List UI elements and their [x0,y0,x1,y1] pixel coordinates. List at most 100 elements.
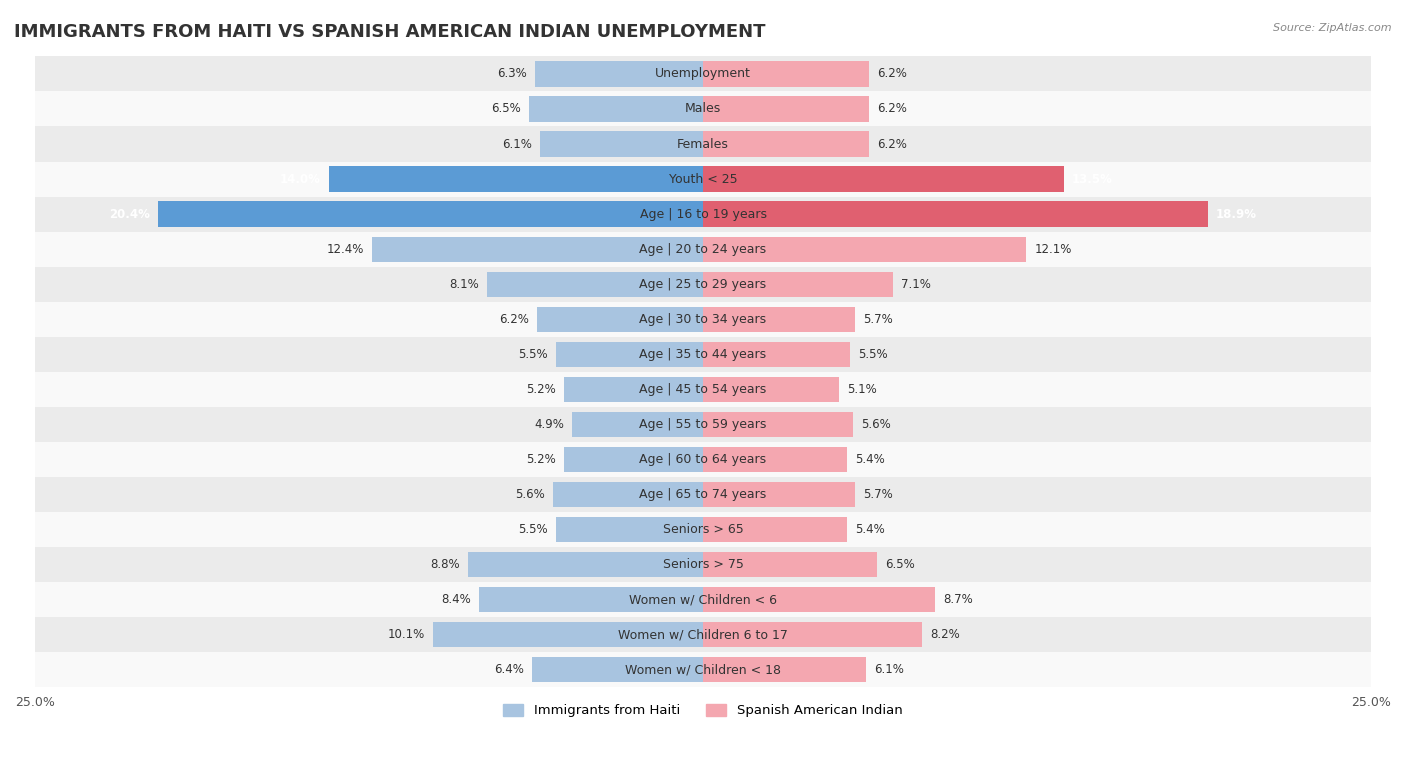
Bar [555,517,703,542]
Text: Youth < 25: Youth < 25 [669,173,737,185]
Bar [703,167,1064,192]
Text: 18.9%: 18.9% [1216,207,1257,220]
Bar [703,377,839,402]
Bar [703,587,935,612]
Text: 10.1%: 10.1% [388,628,425,641]
Text: IMMIGRANTS FROM HAITI VS SPANISH AMERICAN INDIAN UNEMPLOYMENT: IMMIGRANTS FROM HAITI VS SPANISH AMERICA… [14,23,765,41]
Bar [35,547,1371,582]
Bar [35,477,1371,512]
Text: Age | 20 to 24 years: Age | 20 to 24 years [640,243,766,256]
Bar [433,622,703,647]
Text: Age | 25 to 29 years: Age | 25 to 29 years [640,278,766,291]
Text: 8.8%: 8.8% [430,558,460,572]
Bar [35,197,1371,232]
Legend: Immigrants from Haiti, Spanish American Indian: Immigrants from Haiti, Spanish American … [498,699,908,723]
Text: Age | 55 to 59 years: Age | 55 to 59 years [640,418,766,431]
Bar [703,447,848,472]
Text: Females: Females [678,138,728,151]
Bar [531,657,703,683]
Bar [564,377,703,402]
Text: 5.2%: 5.2% [526,453,555,466]
Text: 5.5%: 5.5% [519,348,548,361]
Bar [35,92,1371,126]
Text: 8.7%: 8.7% [943,593,973,606]
Bar [703,96,869,122]
Bar [534,61,703,86]
Text: 20.4%: 20.4% [110,207,150,220]
Bar [703,201,1208,227]
Text: Age | 16 to 19 years: Age | 16 to 19 years [640,207,766,220]
Text: 6.2%: 6.2% [877,138,907,151]
Bar [529,96,703,122]
Text: Age | 65 to 74 years: Age | 65 to 74 years [640,488,766,501]
Bar [540,132,703,157]
Bar [35,302,1371,337]
Text: 6.5%: 6.5% [492,102,522,116]
Text: Unemployment: Unemployment [655,67,751,80]
Bar [35,617,1371,653]
Text: 5.5%: 5.5% [519,523,548,536]
Text: 13.5%: 13.5% [1071,173,1112,185]
Text: 6.1%: 6.1% [875,663,904,676]
Bar [35,653,1371,687]
Bar [329,167,703,192]
Text: Age | 45 to 54 years: Age | 45 to 54 years [640,383,766,396]
Bar [35,407,1371,442]
Bar [703,236,1026,262]
Text: 8.2%: 8.2% [931,628,960,641]
Text: 5.5%: 5.5% [858,348,887,361]
Bar [703,657,866,683]
Text: Women w/ Children < 6: Women w/ Children < 6 [628,593,778,606]
Text: 5.4%: 5.4% [855,453,884,466]
Bar [703,307,855,332]
Text: 5.2%: 5.2% [526,383,555,396]
Text: Age | 30 to 34 years: Age | 30 to 34 years [640,313,766,326]
Bar [371,236,703,262]
Bar [35,442,1371,477]
Text: 8.4%: 8.4% [440,593,471,606]
Bar [478,587,703,612]
Bar [35,232,1371,266]
Bar [468,552,703,578]
Bar [35,126,1371,161]
Bar [703,482,855,507]
Text: Age | 60 to 64 years: Age | 60 to 64 years [640,453,766,466]
Bar [35,512,1371,547]
Bar [35,266,1371,302]
Bar [35,372,1371,407]
Text: 6.2%: 6.2% [877,102,907,116]
Bar [703,552,877,578]
Text: 7.1%: 7.1% [901,278,931,291]
Text: Women w/ Children < 18: Women w/ Children < 18 [626,663,780,676]
Text: 5.7%: 5.7% [863,313,893,326]
Bar [703,61,869,86]
Bar [35,582,1371,617]
Text: 6.5%: 6.5% [884,558,914,572]
Text: 12.4%: 12.4% [326,243,364,256]
Text: Seniors > 75: Seniors > 75 [662,558,744,572]
Bar [35,161,1371,197]
Bar [703,341,851,367]
Bar [35,337,1371,372]
Bar [486,272,703,297]
Text: 4.9%: 4.9% [534,418,564,431]
Bar [703,132,869,157]
Text: 6.1%: 6.1% [502,138,531,151]
Text: Women w/ Children 6 to 17: Women w/ Children 6 to 17 [619,628,787,641]
Text: 5.7%: 5.7% [863,488,893,501]
Bar [157,201,703,227]
Bar [703,412,852,437]
Bar [703,517,848,542]
Text: Males: Males [685,102,721,116]
Bar [572,412,703,437]
Bar [554,482,703,507]
Bar [703,272,893,297]
Text: 5.1%: 5.1% [848,383,877,396]
Text: Age | 35 to 44 years: Age | 35 to 44 years [640,348,766,361]
Bar [703,622,922,647]
Text: 14.0%: 14.0% [280,173,321,185]
Bar [564,447,703,472]
Text: 6.2%: 6.2% [499,313,529,326]
Bar [555,341,703,367]
Text: 8.1%: 8.1% [449,278,478,291]
